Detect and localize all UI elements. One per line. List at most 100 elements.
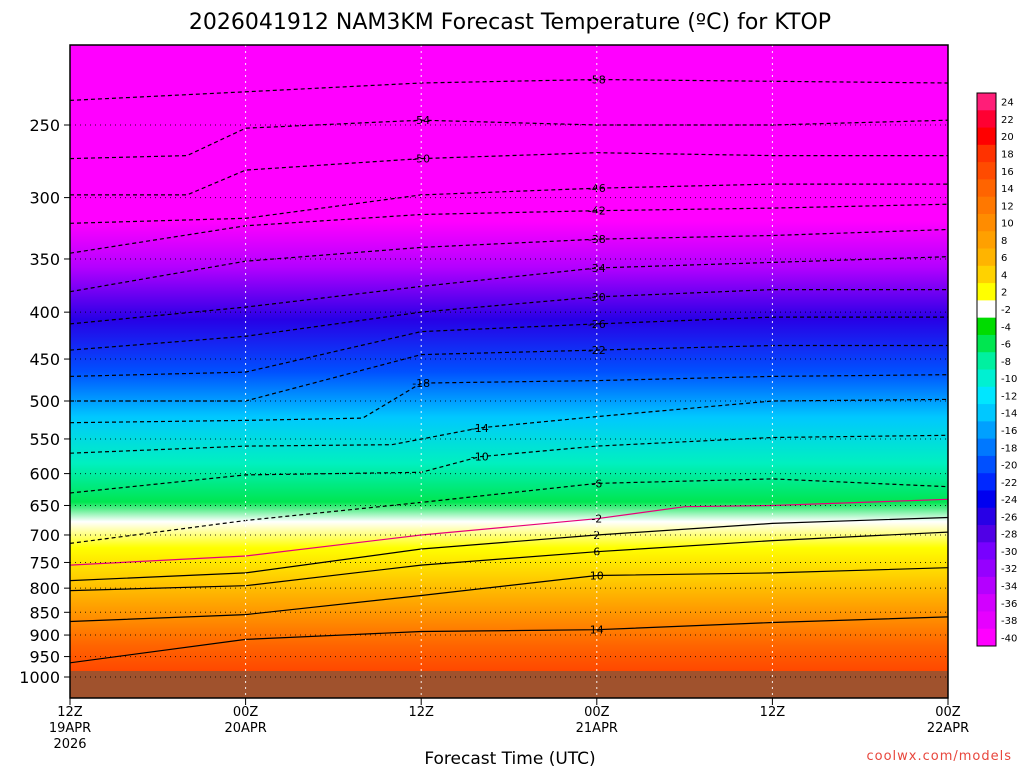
x-tick-label: 12Z	[57, 705, 83, 720]
y-tick-label: 450	[29, 350, 60, 369]
contour-label: -54	[412, 114, 430, 127]
x-axis-label: Forecast Time (UTC)	[424, 749, 595, 768]
y-tick-label: 500	[29, 392, 60, 411]
contour-line	[70, 316, 948, 377]
colorbar-swatch	[977, 404, 996, 422]
colorbar-swatch	[977, 542, 996, 561]
colorbar-label: -36	[1001, 599, 1017, 610]
y-tick-label: 900	[29, 626, 60, 645]
contour-line	[70, 478, 948, 544]
colorbar-label: -30	[1001, 547, 1017, 558]
colorbar-swatch	[977, 162, 996, 180]
colorbar-label: -10	[1001, 374, 1017, 385]
contour-line	[70, 567, 948, 623]
y-tick-label: 300	[29, 189, 60, 208]
colorbar-label: -38	[1001, 616, 1017, 627]
x-tick-label: 2026	[53, 737, 86, 752]
ground-surface	[70, 671, 948, 698]
colorbar-swatch	[977, 93, 996, 111]
contour-line	[70, 344, 948, 402]
contour-line	[70, 531, 948, 592]
colorbar-label: 8	[1001, 236, 1007, 247]
x-tick-label: 19APR	[49, 721, 91, 736]
y-tick-label: 1000	[19, 668, 60, 687]
colorbar-label: -6	[1001, 340, 1011, 351]
colorbar-label: -2	[1001, 305, 1011, 316]
colorbar-swatch	[977, 248, 996, 267]
contour-line	[70, 152, 948, 196]
colorbar-label: 10	[1001, 219, 1014, 230]
colorbar-swatch	[977, 438, 996, 457]
colorbar-label: -18	[1001, 443, 1017, 454]
x-tick-label: 00Z	[233, 705, 259, 720]
colorbar-label: 16	[1001, 167, 1014, 178]
colorbar-label: 2	[1001, 288, 1007, 299]
x-tick-label: 22APR	[927, 721, 969, 736]
colorbar-swatch	[977, 179, 996, 198]
x-tick-label: 00Z	[584, 705, 610, 720]
colorbar-label: -22	[1001, 478, 1017, 489]
colorbar: 24 22 20 18 16 14 12 10 8 6 4 2 -2 -4 -6 -8 -10 -12 -14 -16…	[976, 92, 1017, 647]
colorbar-swatch	[977, 334, 996, 353]
colorbar-label: -40	[1001, 633, 1017, 644]
y-tick-label: 600	[29, 465, 60, 484]
colorbar-label: 4	[1001, 270, 1007, 281]
colorbar-swatch	[977, 576, 996, 595]
y-tick-label: 950	[29, 648, 60, 667]
y-tick-label: 550	[29, 430, 60, 449]
contour-line	[70, 289, 948, 351]
y-tick-label: 800	[29, 579, 60, 598]
colorbar-label: -34	[1001, 582, 1017, 593]
colorbar-swatch	[977, 352, 996, 370]
colorbar-label: -20	[1001, 461, 1017, 472]
y-tick-label: 400	[29, 303, 60, 322]
plot-frame	[69, 44, 949, 699]
colorbar-label: -14	[1001, 409, 1017, 420]
x-tick-label: 00Z	[935, 705, 961, 720]
y-axis: 250 300 350 400 450 500 550 600 650 700 750 800 850 9…	[19, 116, 70, 687]
chart-title: 2026041912 NAM3KM Forecast Temperature (…	[189, 10, 831, 35]
y-tick-label: 650	[29, 496, 60, 515]
contour-line	[70, 516, 948, 582]
contour-line	[70, 374, 948, 424]
colorbar-label: 6	[1001, 253, 1007, 264]
colorbar-frame	[976, 92, 997, 647]
colorbar-swatch	[977, 421, 996, 440]
colorbar-swatch	[977, 611, 996, 630]
contour-label: 2	[593, 529, 600, 542]
contour-line	[70, 256, 948, 325]
contour-line	[70, 228, 948, 293]
colorbar-swatch	[977, 265, 996, 284]
contour-label: -14	[471, 422, 489, 435]
colorbar-swatch	[977, 127, 996, 146]
contour-label: -10	[471, 451, 489, 464]
credit-text: coolwx.com/models	[866, 749, 1012, 764]
colorbar-swatch	[977, 110, 996, 129]
colorbar-label: 12	[1001, 201, 1014, 212]
colorbar-label: -12	[1001, 391, 1017, 402]
contour-label: -38	[588, 233, 606, 246]
x-tick-label: 12Z	[408, 705, 434, 720]
colorbar-label: -24	[1001, 495, 1017, 506]
contour-label: -18	[412, 377, 430, 390]
contour-label: 6	[593, 546, 600, 559]
colorbar-label: -16	[1001, 426, 1017, 437]
colorbar-label: 22	[1001, 115, 1014, 126]
colorbar-label: -32	[1001, 564, 1017, 575]
y-tick-label: 250	[29, 116, 60, 135]
colorbar-swatch	[977, 507, 996, 526]
colorbar-swatch	[977, 473, 996, 491]
colorbar-swatch	[977, 525, 996, 543]
colorbar-label: 14	[1001, 184, 1014, 195]
contour-label: -26	[588, 318, 606, 331]
contour-label: -46	[588, 182, 606, 195]
temperature-field	[70, 45, 948, 698]
contour-line	[70, 203, 948, 254]
contour-label: -42	[588, 205, 606, 218]
colorbar-swatch	[977, 213, 996, 232]
colorbar-swatch	[977, 594, 996, 612]
colorbar-swatch	[977, 144, 996, 163]
x-tick-label: 21APR	[576, 721, 618, 736]
colorbar-label: -28	[1001, 530, 1017, 541]
